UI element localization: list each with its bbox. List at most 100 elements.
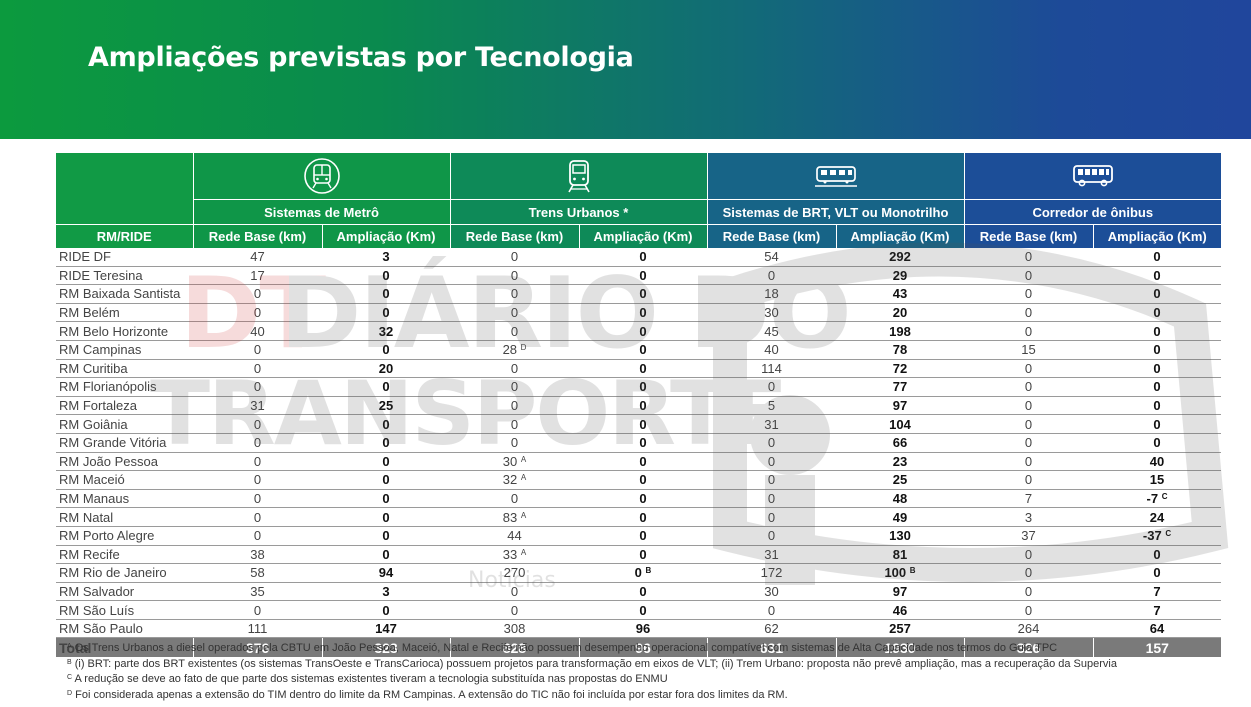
region-name: RM Rio de Janeiro — [56, 563, 193, 583]
base-km-cell: 0 — [193, 303, 322, 323]
expansion-km-cell: 0 — [322, 433, 450, 453]
table-row: RM Curitiba 0 20 0 0 114 72 0 0 — [56, 359, 1221, 379]
region-name: RM Goiânia — [56, 414, 193, 434]
table-row: RM São Luís 0 0 0 0 0 46 0 7 — [56, 600, 1221, 620]
expansion-km-cell: 7 — [1093, 600, 1221, 620]
base-km-cell: 0 — [450, 600, 579, 620]
train-icon — [449, 153, 707, 200]
expansion-km-cell: 147 — [322, 619, 450, 639]
expansion-km-cell: 24 — [1093, 507, 1221, 527]
expansion-km-cell: 94 — [322, 563, 450, 583]
expansion-km-cell: 0 — [1093, 414, 1221, 434]
expansion-km-cell: 3 — [322, 248, 450, 267]
rm-ride-header: RM/RIDE — [56, 224, 193, 248]
base-km-cell: 38 — [193, 545, 322, 565]
expansion-km-cell: 0 — [579, 321, 707, 341]
expansion-km-cell: 0 — [322, 489, 450, 509]
expansion-km-cell: 96 — [579, 619, 707, 639]
expansion-km-cell: 97 — [836, 582, 964, 602]
expansion-km-cell: 3 — [322, 582, 450, 602]
base-km-cell: 0 — [450, 321, 579, 341]
base-km-cell: 0 — [193, 433, 322, 453]
base-km-cell: 0 — [450, 303, 579, 323]
expansion-km-cell: 0 — [322, 600, 450, 620]
footnote-marker: C — [1165, 529, 1172, 539]
expansion-km-cell: 96 — [578, 637, 707, 658]
region-name: RM São Luís — [56, 600, 193, 620]
col-header: Ampliação (Km) — [835, 224, 964, 248]
base-km-cell: 0 — [193, 489, 322, 509]
base-km-cell: 0 — [193, 600, 322, 620]
expansion-km-cell: 0 — [1093, 340, 1221, 360]
base-km-cell: 33 A — [450, 545, 579, 565]
expansion-km-cell: 0 — [322, 507, 450, 527]
footnote-marker: A — [520, 454, 527, 464]
footnote-marker: C — [1161, 492, 1168, 502]
expansion-km-cell: 0 — [579, 526, 707, 546]
base-km-cell: 0 — [707, 507, 836, 527]
table-row: RM São Paulo 111 147 308 96 62 257 264 64 — [56, 619, 1221, 639]
base-km-cell: 270 — [450, 563, 579, 583]
expansion-km-cell: 130 — [836, 526, 964, 546]
expansion-km-cell: 0 — [1093, 284, 1221, 304]
base-km-cell: 0 — [450, 248, 579, 267]
base-km-cell: 0 — [450, 433, 579, 453]
table-row: RM Porto Alegre 0 0 44 0 0 130 37 -37 C — [56, 526, 1221, 546]
base-km-cell: 0 — [193, 507, 322, 527]
table-row: RM Fortaleza 31 25 0 0 5 97 0 0 — [56, 396, 1221, 416]
expansion-km-cell: 0 — [322, 414, 450, 434]
base-km-cell: 0 — [964, 414, 1093, 434]
base-km-cell: 0 — [707, 433, 836, 453]
col-header: Rede Base (km) — [963, 224, 1093, 248]
expansion-km-cell: 0 — [579, 433, 707, 453]
table-row: RM Salvador 35 3 0 0 30 97 0 7 — [56, 582, 1221, 602]
expansion-km-cell: 15 — [1093, 470, 1221, 490]
expansion-km-cell: -7 C — [1093, 489, 1221, 509]
base-km-cell: 3 — [964, 507, 1093, 527]
table-row: RIDE DF 47 3 0 0 54 292 0 0 — [56, 248, 1221, 267]
base-km-cell: 0 — [964, 377, 1093, 397]
expansion-km-cell: 0 — [579, 303, 707, 323]
base-km-cell: 28 D — [450, 340, 579, 360]
base-km-cell: 0 — [193, 526, 322, 546]
expansion-km-cell: 323 — [321, 637, 450, 658]
base-km-cell: 0 — [707, 526, 836, 546]
expansion-km-cell: 0 — [579, 452, 707, 472]
region-name: RM João Pessoa — [56, 452, 193, 472]
footnote: C A redução se deve ao fato de que parte… — [67, 673, 668, 685]
expansion-km-cell: 48 — [836, 489, 964, 509]
title-banner: Ampliações previstas por Tecnologia — [0, 0, 1251, 139]
base-km-cell: 47 — [193, 248, 322, 267]
base-km-cell: 0 — [450, 582, 579, 602]
region-name: RM Campinas — [56, 340, 193, 360]
expansion-km-cell: 7 — [1093, 582, 1221, 602]
base-km-cell: 15 — [964, 340, 1093, 360]
base-km-cell: 0 — [707, 452, 836, 472]
base-km-cell: 37 — [964, 526, 1093, 546]
table-row: RM Grande Vitória 0 0 0 0 0 66 0 0 — [56, 433, 1221, 453]
expansion-km-cell: 78 — [836, 340, 964, 360]
base-km-cell: 0 — [193, 340, 322, 360]
base-km-cell: 0 — [450, 489, 579, 509]
expansion-km-cell: 0 — [579, 340, 707, 360]
footnotes: A Os Trens Urbanos a diesel operados pel… — [67, 641, 1117, 703]
col-header: Ampliação (Km) — [321, 224, 450, 248]
base-km-cell: 0 — [193, 470, 322, 490]
base-km-cell: 0 — [964, 582, 1093, 602]
expansion-km-cell: 0 — [1093, 321, 1221, 341]
base-km-cell: 0 — [450, 396, 579, 416]
table-row: RM Campinas 0 0 28 D 0 40 78 15 0 — [56, 340, 1221, 360]
expansion-km-cell: 32 — [322, 321, 450, 341]
expansion-km-cell: 23 — [836, 452, 964, 472]
table-row: RM Maceió 0 0 32 A 0 0 25 0 15 — [56, 470, 1221, 490]
expansion-km-cell: 100 B — [836, 563, 964, 583]
expansion-km-cell: 157 — [1092, 637, 1221, 658]
expansion-km-cell: 0 — [579, 284, 707, 304]
expansion-km-cell: 0 — [1093, 545, 1221, 565]
footnote: D Foi considerada apenas a extensão do T… — [67, 688, 788, 701]
base-km-cell: 0 — [964, 359, 1093, 379]
expansion-km-cell: 0 — [322, 303, 450, 323]
base-km-cell: 0 — [450, 359, 579, 379]
expansion-km-cell: 97 — [836, 396, 964, 416]
